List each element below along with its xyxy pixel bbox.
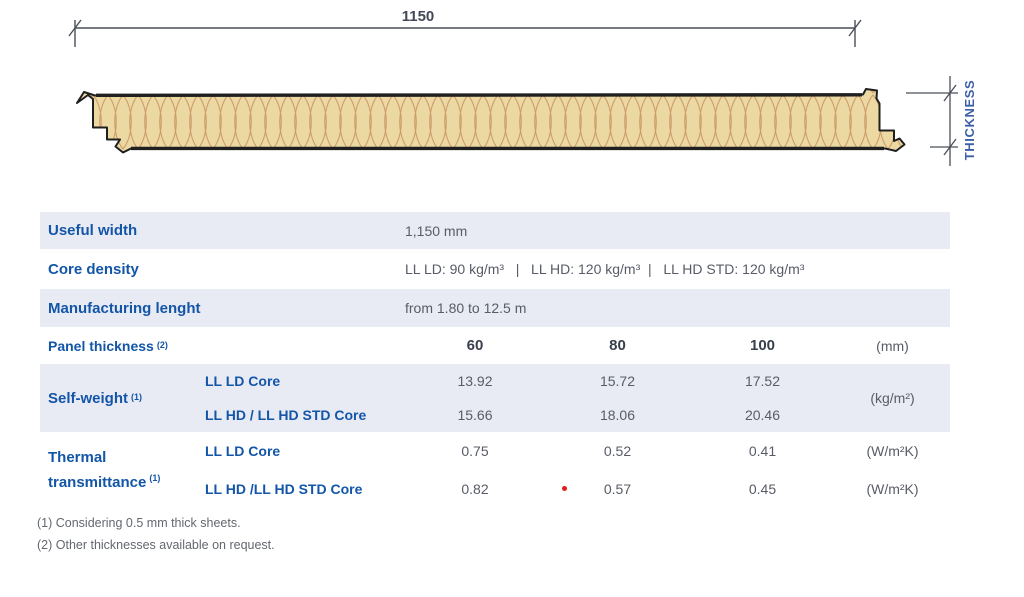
self-weight-value: 15.72 [599, 373, 636, 389]
panel-thickness-label: Panel thickness (2) [40, 327, 405, 364]
self-weight-ll-hd-core-label: LL HD / LL HD STD Core [205, 407, 367, 423]
panel-cross-section-drawing: 1150 THICKNESS [68, 8, 977, 166]
self-weight-value: 18.06 [599, 407, 636, 423]
manufacturing-length-label: Manufacturing lenght [48, 299, 201, 317]
self-weight-label: Self-weight (1) [40, 364, 195, 432]
panel-body [76, 88, 906, 154]
self-weight-value: 13.92 [457, 373, 493, 389]
footnote-ref: (1) [131, 392, 143, 402]
useful-width-value: 1,150 mm [405, 222, 468, 239]
width-dimension-value: 1150 [402, 8, 435, 25]
thickness-dimension-label: THICKNESS [962, 80, 977, 161]
footnote-ref: (1) [149, 472, 161, 483]
thickness-col-80: 80 [609, 337, 626, 354]
thickness-unit: (mm) [876, 337, 909, 354]
panel-core-texture [77, 89, 905, 153]
thermal-label-main: Thermal transmittance [48, 448, 147, 491]
width-dimension [68, 19, 862, 47]
panel-outline [76, 88, 906, 154]
spec-table: Useful width 1,150 mm Core density LL LD… [40, 212, 950, 508]
thermal-value: 0.82 [461, 481, 489, 497]
thermal-value: 0.41 [748, 443, 777, 459]
panel-thickness-label-text: Panel thickness [48, 337, 154, 354]
thermal-transmittance-label: Thermal transmittance (1) [40, 432, 195, 508]
thermal-transmittance-label-text: Thermal transmittance (1) [48, 448, 165, 493]
panel-top-sheet [95, 93, 863, 98]
thermal-ll-ld-core-label: LL LD Core [205, 443, 281, 459]
thermal-value: 0.75 [461, 443, 489, 459]
thermal-value: 0.45 [748, 481, 777, 497]
row-band [40, 364, 950, 432]
thermal-unit: (W/m²K) [866, 481, 919, 497]
self-weight-value: 20.46 [744, 407, 781, 423]
thickness-col-100: 100 [749, 337, 776, 354]
self-weight-unit: (kg/m²) [870, 390, 915, 406]
thickness-col-60: 60 [466, 337, 484, 354]
thermal-ll-hd-core-label: LL HD /LL HD STD Core [205, 481, 363, 497]
red-dot-marker [562, 486, 567, 491]
thickness-dimension [906, 76, 958, 166]
useful-width-label: Useful width [48, 222, 138, 239]
thermal-value: 0.57 [603, 481, 632, 497]
self-weight-value: 17.52 [744, 373, 781, 389]
footnote-ref: (2) [156, 339, 168, 350]
footnotes: (1) Considering 0.5 mm thick sheets. (2)… [37, 512, 275, 556]
manufacturing-length-value: from 1.80 to 12.5 m [405, 300, 527, 316]
spec-grid: Useful width 1,150 mm Core density LL LD… [40, 212, 950, 508]
row-band [40, 289, 950, 327]
row-band [40, 212, 950, 249]
thermal-unit: (W/m²K) [866, 443, 919, 459]
self-weight-ll-ld-core-label: LL LD Core [205, 373, 281, 389]
self-weight-label-text: Self-weight [48, 389, 129, 407]
thermal-value: 0.52 [603, 443, 632, 459]
self-weight-value: 15.66 [457, 407, 493, 423]
core-density-label: Core density [48, 260, 139, 278]
core-density-value: LL LD: 90 kg/m³ | LL HD: 120 kg/m³ | LL … [405, 261, 805, 277]
footnote-1: (1) Considering 0.5 mm thick sheets. [37, 516, 241, 530]
footnote-2: (2) Other thicknesses available on reque… [37, 538, 275, 552]
